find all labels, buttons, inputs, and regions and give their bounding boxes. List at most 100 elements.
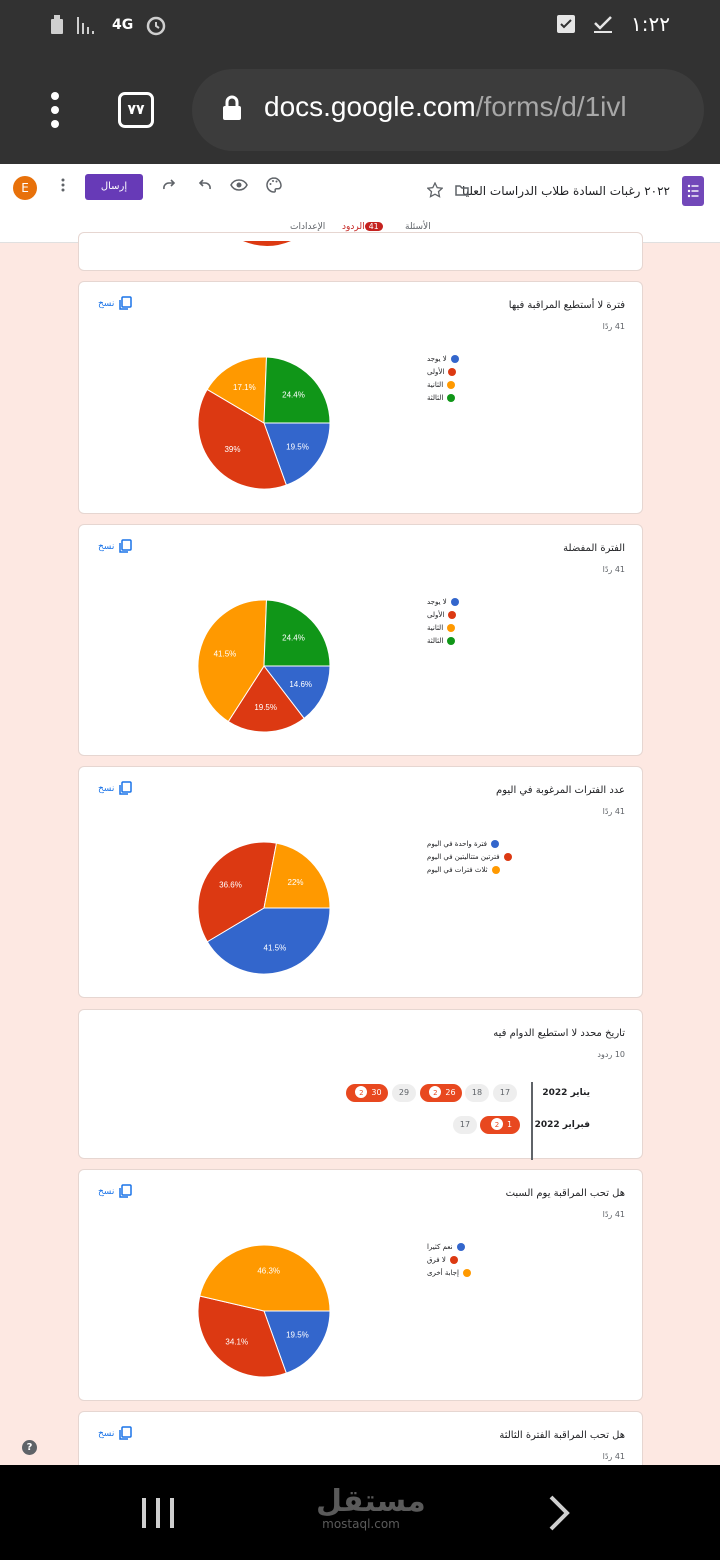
date-day: 26 — [445, 1088, 456, 1097]
pie-slice — [197, 841, 278, 943]
copy-label: نسخ — [98, 783, 115, 794]
signal-icon — [77, 17, 94, 34]
pie-slice — [263, 1310, 331, 1374]
legend-item: لا فرق — [427, 1256, 471, 1264]
check-icon — [594, 16, 613, 33]
legend-swatch — [449, 1256, 458, 1264]
pie-slice — [197, 388, 287, 490]
copy-button[interactable]: نسخ — [98, 296, 133, 311]
pie-slice — [227, 665, 305, 733]
legend-item: الأولى — [427, 368, 459, 376]
send-button[interactable]: إرسال — [85, 174, 143, 200]
legend-label: الثانية — [427, 381, 444, 389]
clock-time: ١:٢٢ — [631, 12, 670, 36]
legend-item: الثالثة — [427, 394, 459, 402]
star-icon[interactable] — [427, 182, 443, 198]
legend-label: الثالثة — [427, 637, 444, 645]
question-title: تاريخ محدد لا استطيع الدوام فيه — [493, 1028, 625, 1039]
recent-apps-icon[interactable] — [140, 1498, 176, 1528]
sim-icon — [51, 15, 63, 34]
pie-slice-label: 36.6% — [219, 880, 242, 889]
month-label: يناير 2022 — [542, 1088, 590, 1098]
copy-button[interactable]: نسخ — [98, 539, 133, 554]
legend-swatch — [503, 853, 512, 861]
palette-icon[interactable] — [265, 176, 283, 194]
copy-button[interactable]: نسخ — [98, 781, 133, 796]
legend-label: لا فرق — [427, 1256, 446, 1264]
legend-item: ثلاث فترات في اليوم — [427, 866, 512, 874]
redo-icon[interactable] — [160, 176, 178, 194]
legend-item: لا يوجد — [427, 355, 459, 363]
legend-label: الثالثة — [427, 394, 444, 402]
pie-slice-label: 46.3% — [257, 1266, 280, 1275]
copy-label: نسخ — [98, 1186, 115, 1197]
date-count: 2 — [354, 1085, 369, 1099]
more-vert-icon[interactable] — [54, 176, 72, 194]
undo-icon[interactable] — [196, 176, 214, 194]
pie-slice — [206, 356, 268, 424]
form-header: ٢٠٢٢ رغبات السادة طلاب الدراسات العليا E… — [0, 164, 720, 243]
pie-slice — [199, 1244, 331, 1312]
question-title: فترة لا أستطيع المراقبة فيها — [508, 300, 625, 311]
question-card: هل تحب المراقبة يوم السبت 41 ردًا نسخ 19… — [78, 1169, 643, 1401]
legend-label: الأولى — [427, 611, 445, 619]
copy-icon — [119, 539, 133, 553]
more-vert-icon[interactable] — [50, 92, 60, 128]
forms-logo-icon[interactable] — [682, 176, 704, 206]
tab-switcher-button[interactable]: ٧٧ — [118, 92, 154, 128]
tab-questions[interactable]: الأسئلة — [405, 222, 431, 232]
legend-item: لا يوجد — [427, 598, 459, 606]
alarm-icon — [146, 16, 166, 36]
legend-swatch — [447, 637, 456, 645]
copy-button[interactable]: نسخ — [98, 1184, 133, 1199]
copy-button[interactable]: نسخ — [98, 1426, 133, 1441]
browser-toolbar: ٧٧ docs.google.com/forms/d/1ivl — [0, 52, 720, 164]
legend-label: لا يوجد — [427, 598, 447, 606]
question-title: هل تحب المراقبة يوم السبت — [505, 1188, 625, 1199]
preview-eye-icon[interactable] — [230, 176, 248, 194]
back-chevron-icon[interactable] — [545, 1495, 575, 1531]
copy-label: نسخ — [98, 541, 115, 552]
form-title[interactable]: ٢٠٢٢ رغبات السادة طلاب الدراسات العليا — [462, 184, 670, 198]
avatar[interactable]: E — [13, 176, 37, 200]
pie-slice — [197, 1295, 287, 1378]
date-day: 17 — [499, 1088, 511, 1097]
pie-slice-label: 34.1% — [225, 1338, 248, 1347]
question-card: فترة لا أستطيع المراقبة فيها 41 ردًا نسخ… — [78, 281, 643, 514]
pie-slice — [263, 599, 331, 667]
tab-settings[interactable]: الإعدادات — [290, 222, 326, 232]
pie-slice — [206, 907, 331, 975]
date-day: 18 — [471, 1088, 483, 1097]
copy-icon — [119, 1426, 133, 1440]
help-icon[interactable]: ? — [22, 1440, 37, 1455]
checkbox-icon — [557, 15, 576, 33]
pie-slice-label: 39% — [224, 445, 240, 454]
tab-responses-label: الردود — [342, 222, 365, 232]
pie-slice-label: 41.5% — [264, 943, 287, 952]
legend-item: الثانية — [427, 381, 459, 389]
pie-slice — [197, 599, 268, 723]
pie-chart: 41.5% 36.6% 22% — [197, 841, 331, 975]
legend-item: فترتين متتاليتين في اليوم — [427, 853, 512, 861]
date-count: 2 — [489, 1117, 504, 1131]
legend-item: الأولى — [427, 611, 459, 619]
pie-chart: 19.5% 39% 17.1% 24.4% — [197, 356, 331, 490]
pie-chart: 19.5% 34.1% 46.3% — [197, 1244, 331, 1378]
date-divider — [531, 1082, 533, 1160]
folder-icon[interactable] — [455, 184, 469, 196]
question-card: عدد الفترات المرغوبة في اليوم 41 ردًا نس… — [78, 766, 643, 998]
date-day: 30 — [371, 1088, 382, 1097]
date-day: 17 — [459, 1120, 471, 1129]
date-chip: 29 — [392, 1084, 416, 1102]
watermark-site: mostaql.com — [322, 1517, 400, 1531]
pie-slice-label: 24.4% — [282, 634, 305, 643]
pie-slice — [262, 665, 331, 720]
home-button[interactable]: مستقل mostaql.com — [316, 1487, 424, 1537]
legend-swatch — [462, 1269, 471, 1277]
legend-swatch — [450, 355, 459, 363]
pie-slice — [263, 356, 331, 424]
network-label: 4G — [112, 17, 134, 33]
tab-responses[interactable]: 41الردود — [342, 222, 386, 232]
address-bar[interactable]: docs.google.com/forms/d/1ivl — [192, 69, 704, 151]
